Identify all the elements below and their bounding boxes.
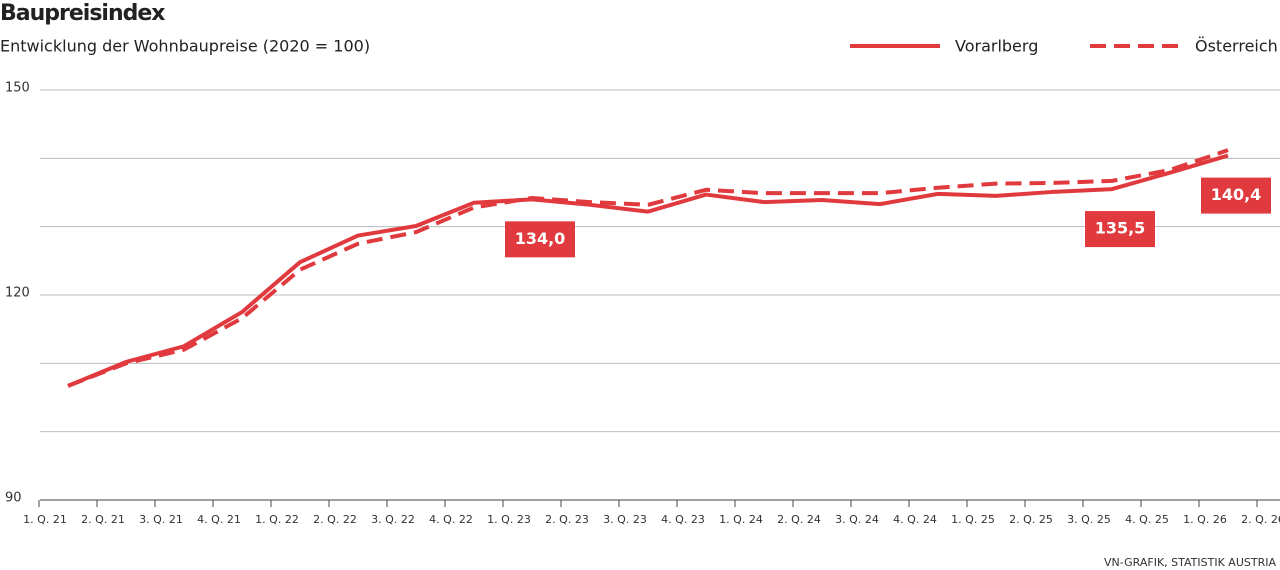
x-tick-label: 2. Q. 22 <box>313 513 357 526</box>
x-tick-label: 4. Q. 24 <box>893 513 937 526</box>
series-line <box>67 148 1229 388</box>
x-tick-label: 1. Q. 22 <box>255 513 299 526</box>
x-tick-label: 4. Q. 23 <box>661 513 705 526</box>
y-tick-label: 150 <box>5 81 30 96</box>
y-tick-label: 120 <box>5 286 30 301</box>
x-tick-label: 2. Q. 24 <box>777 513 821 526</box>
value-label: 140,4 <box>1211 185 1262 204</box>
x-tick-label: 3. Q. 21 <box>139 513 183 526</box>
x-tick-label: 4. Q. 25 <box>1125 513 1169 526</box>
x-tick-label: 2. Q. 25 <box>1009 513 1053 526</box>
value-label: 134,0 <box>515 229 566 248</box>
x-tick-label: 1. Q. 25 <box>951 513 995 526</box>
y-tick-label: 90 <box>5 491 22 506</box>
x-tick-label: 2. Q. 26 <box>1241 513 1280 526</box>
x-tick-label: 3. Q. 23 <box>603 513 647 526</box>
x-tick-label: 2. Q. 21 <box>81 513 125 526</box>
value-label: 135,5 <box>1095 219 1146 238</box>
x-tick-label: 3. Q. 25 <box>1067 513 1111 526</box>
chart-subtitle: Entwicklung der Wohnbaupreise (2020 = 10… <box>0 37 370 56</box>
series-line <box>67 153 1229 388</box>
x-tick-label: 4. Q. 21 <box>197 513 241 526</box>
value-label-box <box>1085 211 1155 248</box>
value-label-box <box>1201 177 1271 214</box>
x-tick-label: 2. Q. 23 <box>545 513 589 526</box>
x-tick-label: 1. Q. 21 <box>23 513 67 526</box>
x-tick-label: 3. Q. 24 <box>835 513 879 526</box>
value-label-box <box>505 221 575 258</box>
x-tick-label: 4. Q. 22 <box>429 513 473 526</box>
legend-label: Österreich <box>1195 37 1278 56</box>
x-tick-label: 3. Q. 22 <box>371 513 415 526</box>
x-tick-label: 1. Q. 26 <box>1183 513 1227 526</box>
x-tick-label: 1. Q. 24 <box>719 513 763 526</box>
legend-label: Vorarlberg <box>955 37 1038 56</box>
chart-title: Baupreisindex <box>0 1 165 26</box>
source: VN-GRAFIK, STATISTIK AUSTRIA <box>1104 556 1276 569</box>
x-tick-label: 1. Q. 23 <box>487 513 531 526</box>
